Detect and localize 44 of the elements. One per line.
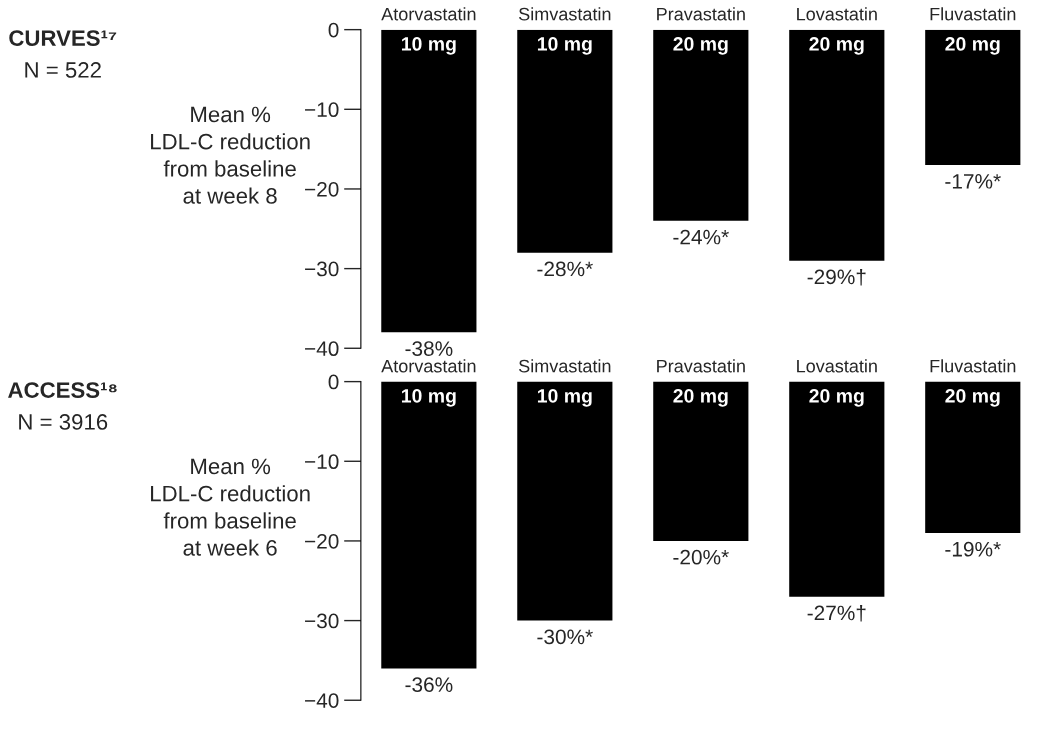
data-label: -17%* xyxy=(945,174,1001,189)
y-tick-label: −20 xyxy=(305,181,339,197)
annotation: 10 mg xyxy=(537,388,592,407)
text: N = 522 xyxy=(25,62,101,78)
y-tick-label: −30 xyxy=(305,261,339,277)
x-tick-label: Atorvastatin xyxy=(381,7,476,21)
y-tick-label: 0 xyxy=(328,22,339,38)
y-tick-label: −10 xyxy=(305,102,339,118)
y-tick-label: −10 xyxy=(305,454,339,470)
data-label: -19%* xyxy=(945,541,1001,557)
annotation: 20 mg xyxy=(809,37,864,55)
annotation: 20 mg xyxy=(673,37,728,55)
data-label: -28%* xyxy=(537,261,593,277)
data-label: -27%† xyxy=(807,605,866,622)
y-tick-label: −40 xyxy=(305,693,339,708)
x-tick-label: Lovastatin xyxy=(797,359,877,373)
data-label: -36% xyxy=(405,677,453,693)
data-label: -29%† xyxy=(807,268,866,286)
y-tick-label: −20 xyxy=(305,533,339,549)
y-tick-label: −40 xyxy=(305,341,339,357)
x-tick-label: Fluvastatin xyxy=(930,359,1016,373)
data-label: -24%* xyxy=(673,229,729,245)
text: ACCESS¹⁸ xyxy=(8,382,117,398)
x-tick-label: Simvastatin xyxy=(519,7,611,21)
annotation: 20 mg xyxy=(673,388,728,407)
annotation: 20 mg xyxy=(945,388,1000,407)
y-tick-label: 0 xyxy=(328,374,339,390)
data-label: -30%* xyxy=(537,629,593,645)
x-tick-label: Pravastatin xyxy=(657,7,745,21)
annotation: 20 mg xyxy=(809,388,864,407)
annotation: 10 mg xyxy=(537,37,592,55)
data-label: -20%* xyxy=(673,549,729,565)
x-tick-label: Lovastatin xyxy=(797,7,877,21)
x-tick-label: Simvastatin xyxy=(519,359,611,373)
y-tick-label: −30 xyxy=(305,613,339,629)
annotation: 10 mg xyxy=(401,37,456,55)
x-tick-label: Pravastatin xyxy=(657,359,745,373)
text: N = 3916 xyxy=(19,414,108,430)
data-label: -38% xyxy=(405,341,453,356)
x-tick-label: Atorvastatin xyxy=(381,359,476,373)
x-tick-label: Fluvastatin xyxy=(930,7,1016,21)
text: CURVES¹⁷ xyxy=(9,30,117,46)
annotation: 10 mg xyxy=(401,388,456,407)
annotation: 20 mg xyxy=(945,37,1000,55)
